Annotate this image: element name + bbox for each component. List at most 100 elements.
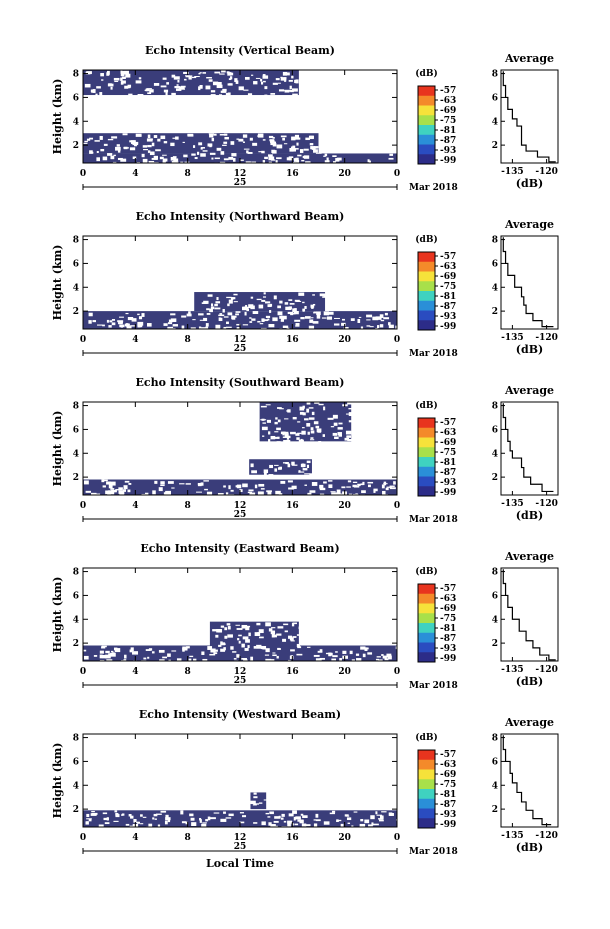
echo-gap [253, 646, 257, 649]
echo-gap [329, 812, 336, 815]
echo-gap [272, 137, 275, 139]
echo-gap [111, 650, 114, 653]
echo-gap [330, 491, 336, 493]
echo-gap [147, 89, 150, 91]
echo-gap [381, 484, 385, 489]
echo-gap [187, 133, 194, 137]
echo-gap [267, 816, 271, 818]
echo-gap [211, 303, 214, 307]
echo-gap [388, 157, 394, 160]
echo-gap [162, 77, 167, 80]
echo-gap [310, 427, 314, 431]
echo-gap [291, 75, 294, 79]
echo-layer-2 [83, 70, 299, 96]
echo-gap [208, 79, 213, 82]
panel-title: Echo Intensity (Eastward Beam) [140, 542, 339, 555]
echo-gap [225, 326, 232, 328]
echo-gap [277, 648, 282, 650]
colorbar-tick-label: -57 [440, 584, 456, 594]
echo-gap [291, 461, 295, 465]
echo-gap [311, 317, 314, 319]
echo-gap [268, 135, 274, 139]
echo-gap [227, 303, 230, 307]
colorbar-unit: (dB) [415, 732, 437, 743]
echo-gap [263, 469, 269, 474]
panel-1: Echo Intensity (Northward Beam) 2 4 6 8 Heigh… [51, 210, 559, 359]
echo-gap [133, 660, 137, 665]
x-tick-label: 0 [80, 169, 86, 179]
echo-gap [379, 324, 384, 328]
echo-gap [210, 306, 215, 310]
echo-gap [268, 323, 275, 328]
echo-gap [301, 159, 305, 162]
echo-gap [165, 817, 171, 821]
echo-gap [199, 319, 205, 321]
echo-gap [313, 312, 319, 314]
echo-gap [245, 625, 251, 628]
echo-gap [255, 77, 261, 79]
echo-gap [214, 307, 221, 310]
x-tick-label: 16 [286, 667, 299, 677]
colorbar-swatch [418, 252, 435, 263]
echo-gap [296, 653, 303, 656]
echo-gap [389, 153, 394, 156]
echo-gap [283, 440, 288, 444]
echo-gap [274, 431, 279, 433]
echo-gap [262, 422, 266, 424]
colorbar-tick-label: -63 [440, 428, 456, 438]
colorbar-swatch [418, 86, 435, 97]
echo-gap [298, 626, 302, 630]
echo-gap [194, 157, 198, 160]
x-tick-label: 16 [286, 833, 299, 843]
echo-gap [186, 313, 192, 317]
echo-gap [360, 818, 364, 822]
x-tick-label: 16 [286, 335, 299, 345]
echo-gap [304, 418, 309, 421]
echo-gap [227, 72, 232, 76]
echo-gap [228, 78, 232, 81]
echo-gap [261, 299, 266, 302]
echo-gap [194, 75, 200, 78]
echo-gap [241, 624, 248, 629]
echo-gap [269, 464, 274, 469]
echo-gap [291, 464, 298, 466]
echo-gap [272, 634, 277, 638]
echo-gap [121, 814, 124, 816]
echo-gap [110, 652, 116, 657]
echo-gap [245, 77, 249, 79]
echo-gap [251, 74, 254, 76]
echo-gap [286, 410, 290, 412]
echo-gap [347, 438, 352, 442]
echo-gap [203, 480, 209, 482]
echo-gap [92, 320, 97, 323]
echo-gap [249, 492, 256, 495]
echo-gap [325, 652, 332, 655]
colorbar-swatch [418, 154, 435, 165]
echo-gap [317, 650, 323, 653]
echo-gap [324, 153, 328, 157]
echo-gap [227, 626, 231, 630]
x-tick-label: 12 [234, 667, 247, 677]
echo-gap [306, 460, 311, 464]
y-tick-label: 4 [73, 615, 79, 625]
echo-gap [225, 93, 231, 96]
echo-gap [153, 660, 159, 665]
y-tick-label: 6 [73, 757, 79, 767]
echo-gap [176, 84, 179, 86]
echo-gap [289, 637, 294, 641]
x-tick-label: 20 [338, 335, 351, 345]
echo-gap [127, 489, 131, 493]
echo-gap [267, 304, 271, 308]
echo-gap [227, 312, 233, 316]
echo-gap [162, 154, 167, 156]
echo-gap [181, 325, 185, 329]
echo-gap [311, 411, 315, 416]
echo-gap [220, 648, 226, 652]
echo-gap [334, 317, 340, 319]
echo-gap [233, 301, 238, 303]
colorbar-swatch [418, 623, 435, 634]
echo-gap [171, 74, 176, 78]
echo-gap [246, 308, 250, 312]
echo-gap [204, 488, 208, 491]
echo-gap [308, 162, 314, 166]
